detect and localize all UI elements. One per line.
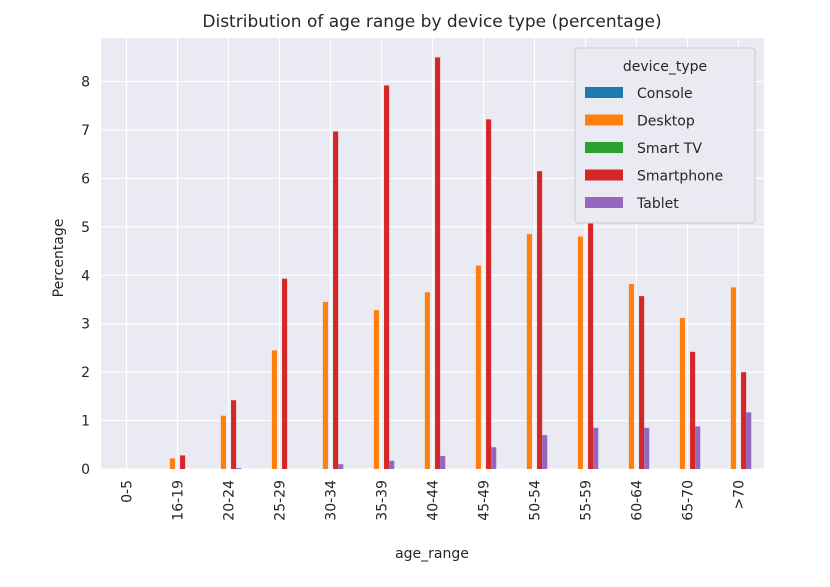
chart-title: Distribution of age range by device type…	[202, 12, 661, 32]
legend-label: Smart TV	[637, 141, 702, 157]
bar-desktop	[424, 292, 430, 469]
bar-desktop	[679, 317, 685, 469]
bar-desktop	[220, 415, 226, 469]
legend: device_type Console Desktop Smart TV Smartp…	[574, 47, 756, 224]
y-tick-label: 7	[81, 123, 90, 139]
x-tick-label: 50-54	[528, 480, 544, 521]
bar-tablet	[695, 426, 701, 469]
y-tick-label: 2	[81, 365, 90, 381]
bar-tablet	[746, 412, 752, 469]
bar-smartphone	[486, 119, 492, 469]
legend-title: device_type	[623, 59, 707, 75]
x-tick-label: 0-5	[120, 480, 136, 503]
bar-desktop	[577, 236, 583, 469]
bar-smartphone	[537, 171, 543, 469]
x-tick-label: 20-24	[222, 480, 238, 521]
legend-items: Console Desktop Smart TV Smartphone Tablet	[585, 86, 723, 212]
bar-tablet	[593, 427, 599, 469]
x-tick-label: 45-49	[477, 480, 493, 521]
bar-tablet	[338, 464, 344, 469]
x-tick-label: 35-39	[375, 480, 391, 521]
bar-smartphone	[180, 455, 186, 469]
y-axis-ticks: 0 1 2 3 4 5 6 7 8	[81, 75, 90, 478]
legend-label: Console	[637, 86, 693, 102]
y-tick-label: 0	[81, 462, 90, 478]
bar-tablet	[440, 455, 446, 469]
y-tick-label: 1	[81, 414, 90, 430]
x-tick-label: 25-29	[273, 480, 289, 521]
bar-tablet	[389, 460, 395, 469]
x-tick-label: 40-44	[426, 480, 442, 521]
bar-desktop	[475, 265, 481, 469]
x-axis-ticks: 0-5 16-19 20-24 25-29 30-34 35-39 40-44 45-49 50…	[120, 480, 748, 521]
x-tick-label: 55-59	[579, 480, 595, 521]
bar-tablet	[542, 435, 548, 469]
bar-desktop	[271, 350, 277, 469]
x-tick-label: 60-64	[630, 480, 646, 521]
legend-swatch	[585, 197, 623, 208]
bar-smartphone	[282, 278, 288, 469]
legend-swatch	[585, 169, 623, 181]
bar-smartphone	[741, 372, 747, 469]
y-tick-label: 4	[81, 268, 90, 284]
y-tick-label: 3	[81, 317, 90, 333]
bar-tablet	[491, 447, 497, 469]
legend-label: Tablet	[636, 196, 679, 212]
bar-desktop	[322, 301, 328, 469]
bar-smartphone	[690, 351, 696, 469]
legend-label: Desktop	[637, 114, 695, 130]
x-tick-label: >70	[732, 480, 748, 510]
bars	[169, 57, 752, 469]
grid	[101, 38, 764, 470]
legend-swatch	[585, 114, 623, 126]
bar-smartphone	[231, 400, 237, 469]
bar-tablet	[236, 468, 242, 469]
y-tick-label: 5	[81, 220, 90, 236]
bar-desktop	[169, 458, 175, 469]
bar-desktop	[730, 287, 736, 469]
y-axis-label: Percentage	[51, 219, 67, 298]
bar-smartphone	[639, 296, 645, 469]
bar-smartphone	[588, 223, 594, 469]
legend-swatch	[585, 142, 623, 153]
bar-smartphone	[435, 57, 441, 469]
legend-swatch	[585, 87, 623, 98]
bar-desktop	[628, 284, 634, 469]
x-tick-label: 30-34	[324, 480, 340, 521]
bar-desktop	[373, 310, 379, 469]
y-tick-label: 6	[81, 171, 90, 187]
x-axis-label: age_range	[395, 546, 469, 562]
x-tick-label: 65-70	[681, 480, 697, 521]
bar-smartphone	[333, 131, 339, 469]
bar-tablet	[644, 427, 650, 469]
x-tick-label: 16-19	[171, 480, 187, 521]
bar-desktop	[526, 234, 532, 469]
legend-label: Smartphone	[637, 169, 723, 185]
y-tick-label: 8	[81, 75, 90, 91]
bar-smartphone	[384, 85, 390, 469]
